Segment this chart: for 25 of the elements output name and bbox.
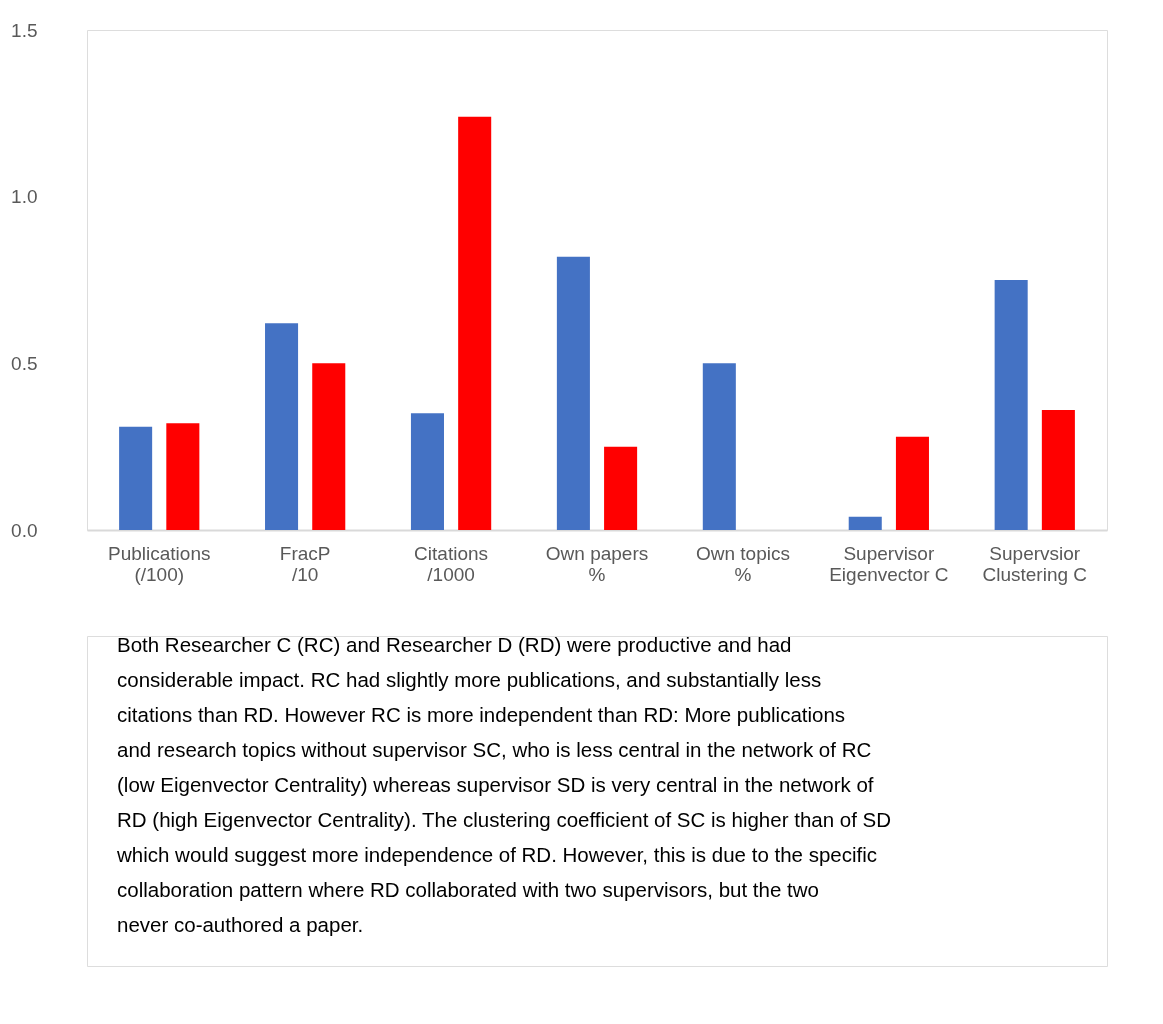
text: Both Researcher C (RC) and Researcher D (RD) were productive and had considerable impact. RC had slightly more publications, and substantially less citations than RD. However RC is more independent than RD: More publications and research topics without supervisor SC, who is less central in the network of RC (low Eigenvector Centrality) whereas supervisor SD is very central in the network of RD (high Eigenvector Centrality). The clustering coefficient of SC is higher than of SD which would suggest more independence of RD. However, this is due to the specific collaboration pattern where RD collaborated with two supervisors, but the two never co-authored a paper. — [117, 633, 892, 936]
bar — [410, 413, 444, 530]
y-tick-label: 1.5 — [11, 19, 38, 41]
x-tick-label: Own topics % — [695, 542, 790, 585]
bar — [604, 446, 638, 530]
x-tick-label: Own papers % — [545, 542, 649, 585]
bar — [166, 423, 200, 530]
bar — [994, 280, 1028, 530]
bar — [1041, 410, 1075, 530]
bar — [312, 363, 346, 530]
y-tick-label: 0.5 — [11, 352, 38, 374]
bar — [848, 516, 882, 530]
x-tick-label: Publications (/100) — [108, 542, 211, 585]
bar — [458, 116, 492, 530]
y-tick-label: 1.0 — [11, 186, 38, 208]
x-tick-label: Supervsior Clustering C — [982, 542, 1088, 585]
bar — [895, 436, 929, 530]
x-tick-label: Citations /1000 — [414, 542, 489, 585]
y-tick-label: 0.0 — [11, 519, 38, 541]
x-tick-label: FracP /10 — [279, 542, 331, 585]
bar — [119, 426, 153, 530]
bar — [702, 363, 736, 530]
x-tick-label: Supervisor Eigenvector C — [829, 542, 949, 585]
bar — [265, 323, 299, 530]
bar — [556, 256, 590, 530]
